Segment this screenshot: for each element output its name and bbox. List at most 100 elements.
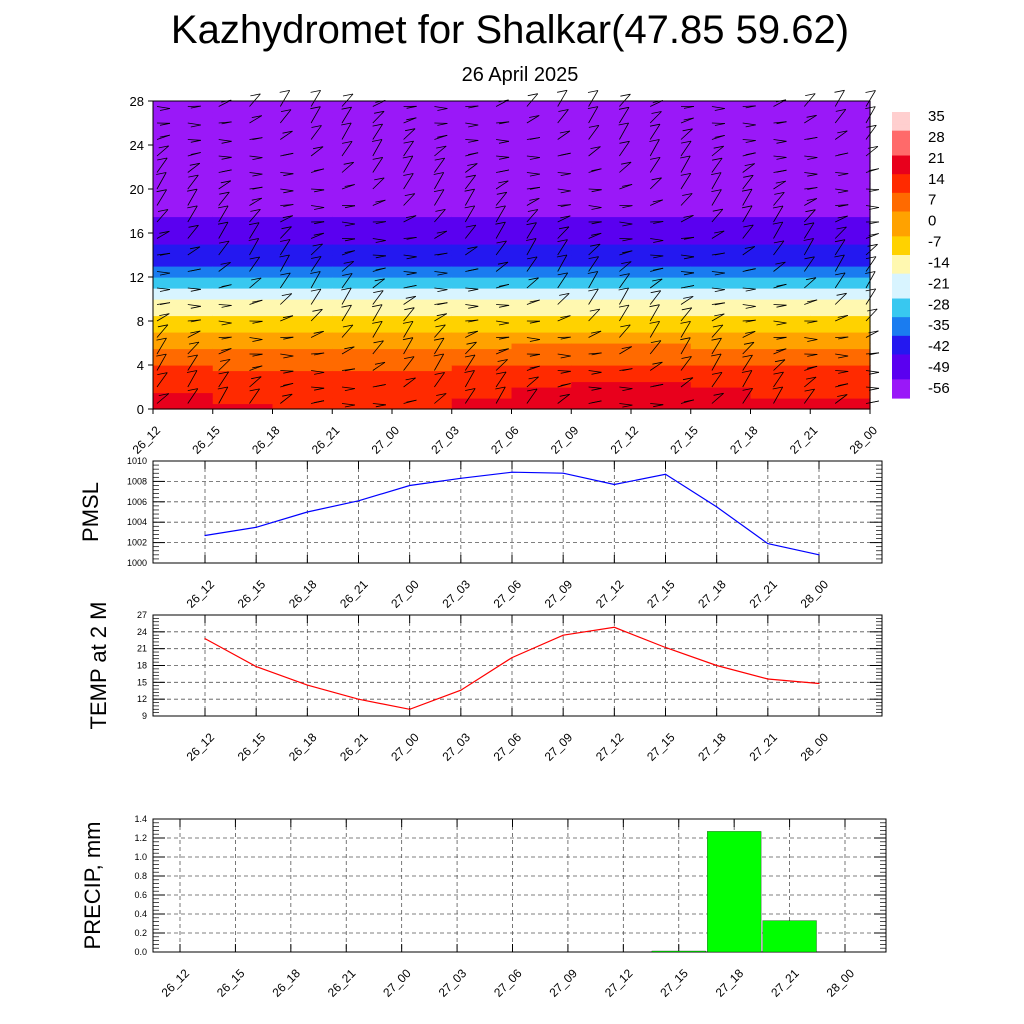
wind-barb (742, 189, 753, 206)
wind-barb (310, 90, 321, 107)
wind-barb-flag (714, 302, 725, 306)
heatmap-cell (631, 167, 692, 174)
wind-barb-flag (373, 340, 384, 344)
x-tick-label: 27_18 (713, 966, 747, 1000)
heatmap-cell (750, 249, 811, 256)
heatmap-cell (750, 117, 811, 124)
wind-barb-flag (251, 277, 262, 281)
x-tick-label: 27_00 (380, 966, 414, 1000)
heatmap-cell (212, 288, 274, 295)
wind-barb (803, 388, 815, 404)
x-tick-label: 27_15 (644, 730, 678, 764)
heatmap-cell (690, 167, 752, 174)
wind-barb (557, 293, 570, 305)
wind-barb-flag (252, 353, 263, 357)
wind-barb-flag (190, 319, 201, 323)
wind-barb (434, 393, 447, 404)
wind-barb-flag (834, 239, 846, 243)
heatmap-cell (392, 348, 453, 355)
heatmap-cell (392, 310, 453, 317)
precip-bar (651, 950, 706, 953)
wind-barb (803, 256, 815, 272)
heatmap-cell (750, 260, 811, 267)
heatmap-cell (571, 200, 632, 207)
heatmap-cell (750, 293, 811, 300)
wind-barb (680, 271, 695, 274)
wind-barb (249, 222, 260, 239)
wind-barb (835, 353, 849, 357)
heatmap-cell (153, 332, 214, 339)
wind-barb (773, 359, 786, 371)
heatmap-cell (571, 112, 632, 119)
heatmap-cell (631, 178, 692, 185)
heatmap-cell (631, 392, 692, 399)
heatmap-cell (153, 255, 214, 262)
wind-barb (588, 232, 602, 239)
heatmap-cell (690, 211, 752, 218)
wind-barb (588, 146, 601, 157)
wind-barb-flag (526, 238, 537, 241)
heatmap-cell (212, 310, 274, 317)
wind-barb-flag (495, 221, 506, 225)
wind-barb (834, 239, 846, 256)
heatmap-cell (332, 277, 393, 284)
colorbar-strip (892, 130, 910, 138)
wind-barb-flag (714, 272, 725, 276)
wind-barb-flag (498, 322, 510, 326)
wind-barb (650, 238, 664, 241)
wind-barb-flag (526, 222, 537, 226)
heatmap-cell (392, 398, 453, 405)
heatmap-cell (750, 403, 811, 410)
heatmap-cell (332, 282, 393, 289)
wind-barb (680, 307, 693, 322)
heatmap-cell (690, 227, 752, 234)
heatmap-cell (272, 244, 333, 251)
heatmap-cell (571, 172, 632, 179)
heatmap-cell (631, 282, 692, 289)
wind-barb (711, 392, 724, 404)
wind-barb-flag (714, 123, 725, 126)
wind-barb-flag (217, 221, 229, 225)
wind-barb (187, 205, 198, 223)
heatmap-cell (392, 381, 453, 388)
wind-barb-flag (252, 186, 263, 190)
wind-barb (588, 256, 599, 272)
data-point (818, 554, 820, 556)
heatmap-cell (451, 139, 513, 146)
wind-barb (249, 337, 263, 340)
wind-barb-flag (773, 371, 784, 375)
wind-barb-flag (652, 278, 663, 282)
wind-barb (280, 215, 293, 223)
wind-barb (187, 139, 201, 141)
wind-barb (557, 215, 571, 223)
wind-barb-flag (314, 189, 325, 193)
heatmap-cell (392, 392, 453, 399)
heatmap-cell (392, 332, 453, 339)
heatmap-cell (392, 194, 453, 201)
colorbar-label: -42 (928, 338, 950, 355)
heatmap-cell (571, 238, 632, 245)
heatmap-y-tick-label: 16 (130, 226, 144, 241)
wind-barb-flag (374, 278, 385, 282)
wind-barb-flag (807, 187, 818, 190)
wind-barb (341, 304, 352, 322)
heatmap-cell (511, 161, 572, 168)
wind-barb-flag (807, 354, 818, 357)
wind-barb-flag (156, 353, 167, 357)
wind-barb-flag (591, 189, 602, 193)
wind-barb (156, 337, 167, 355)
wind-barb (742, 354, 753, 371)
colorbar-strip (892, 199, 910, 206)
heatmap-cell (451, 101, 513, 108)
heatmap-cell (631, 376, 692, 383)
wind-barb-flag (282, 315, 294, 319)
wind-barb (341, 273, 353, 289)
heatmap-field (153, 101, 871, 410)
heatmap-cell (810, 222, 871, 229)
heatmap-cell (571, 244, 632, 251)
heatmap-cell (631, 365, 692, 372)
heatmap-cell (631, 117, 692, 124)
wind-barb (526, 209, 539, 223)
heatmap-cell (690, 337, 752, 344)
heatmap-cell (392, 249, 453, 256)
